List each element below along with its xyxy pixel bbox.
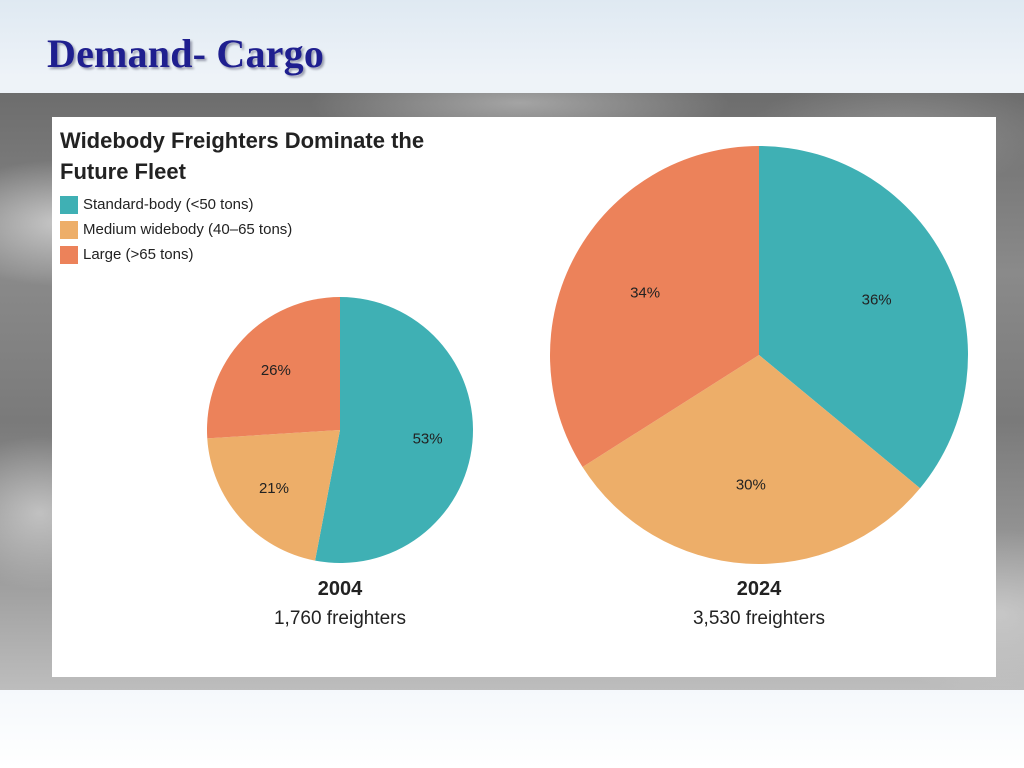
pie-2004-slice-2: [207, 297, 340, 439]
legend: Standard-body (<50 tons) Medium widebody…: [60, 192, 292, 267]
legend-swatch-standard: [60, 195, 78, 214]
legend-item-standard: Standard-body (<50 tons): [60, 192, 292, 217]
chart-title: Widebody Freighters Dominate the Future …: [60, 128, 425, 184]
legend-swatch-medium: [60, 220, 78, 239]
legend-item-medium: Medium widebody (40–65 tons): [60, 217, 292, 242]
chart-panel: Widebody Freighters Dominate the Future …: [52, 117, 996, 677]
pie-2024-slice-0: [759, 146, 968, 489]
legend-label-large: Large (>65 tons): [83, 246, 194, 263]
legend-item-large: Large (>65 tons): [60, 242, 292, 267]
slide-title: Demand- Cargo: [47, 31, 325, 76]
legend-swatch-large: [60, 245, 78, 264]
pie-2004-slice-1: [207, 430, 340, 561]
pie-2024-slice-0-label: 36%: [862, 292, 892, 309]
legend-label-standard: Standard-body (<50 tons): [83, 196, 254, 213]
pie-2004-slice-2-label: 26%: [261, 362, 291, 379]
pie-2004-slice-1-label: 21%: [259, 480, 289, 497]
pie-2024-caption: 3,530 freighters: [693, 608, 825, 629]
pie-2004-slice-0: [315, 297, 474, 563]
pie-2004-slice-0-label: 53%: [413, 430, 443, 447]
pie-2024-slice-2-label: 34%: [630, 284, 660, 301]
pie-2024-year-label: 2024: [737, 578, 782, 600]
pie-2024-slice-2: [550, 146, 759, 467]
pie-2004-caption: 1,760 freighters: [274, 608, 406, 629]
legend-label-medium: Medium widebody (40–65 tons): [83, 221, 293, 238]
pie-2024-slice-1-label: 30%: [736, 477, 766, 494]
pie-2004-year-label: 2004: [318, 578, 363, 600]
pie-2024-slice-1: [582, 355, 921, 564]
pie-charts-svg: 53% 21% 26% 2004 1,760 freighters 36% 30% 34% 20…: [207, 146, 968, 629]
